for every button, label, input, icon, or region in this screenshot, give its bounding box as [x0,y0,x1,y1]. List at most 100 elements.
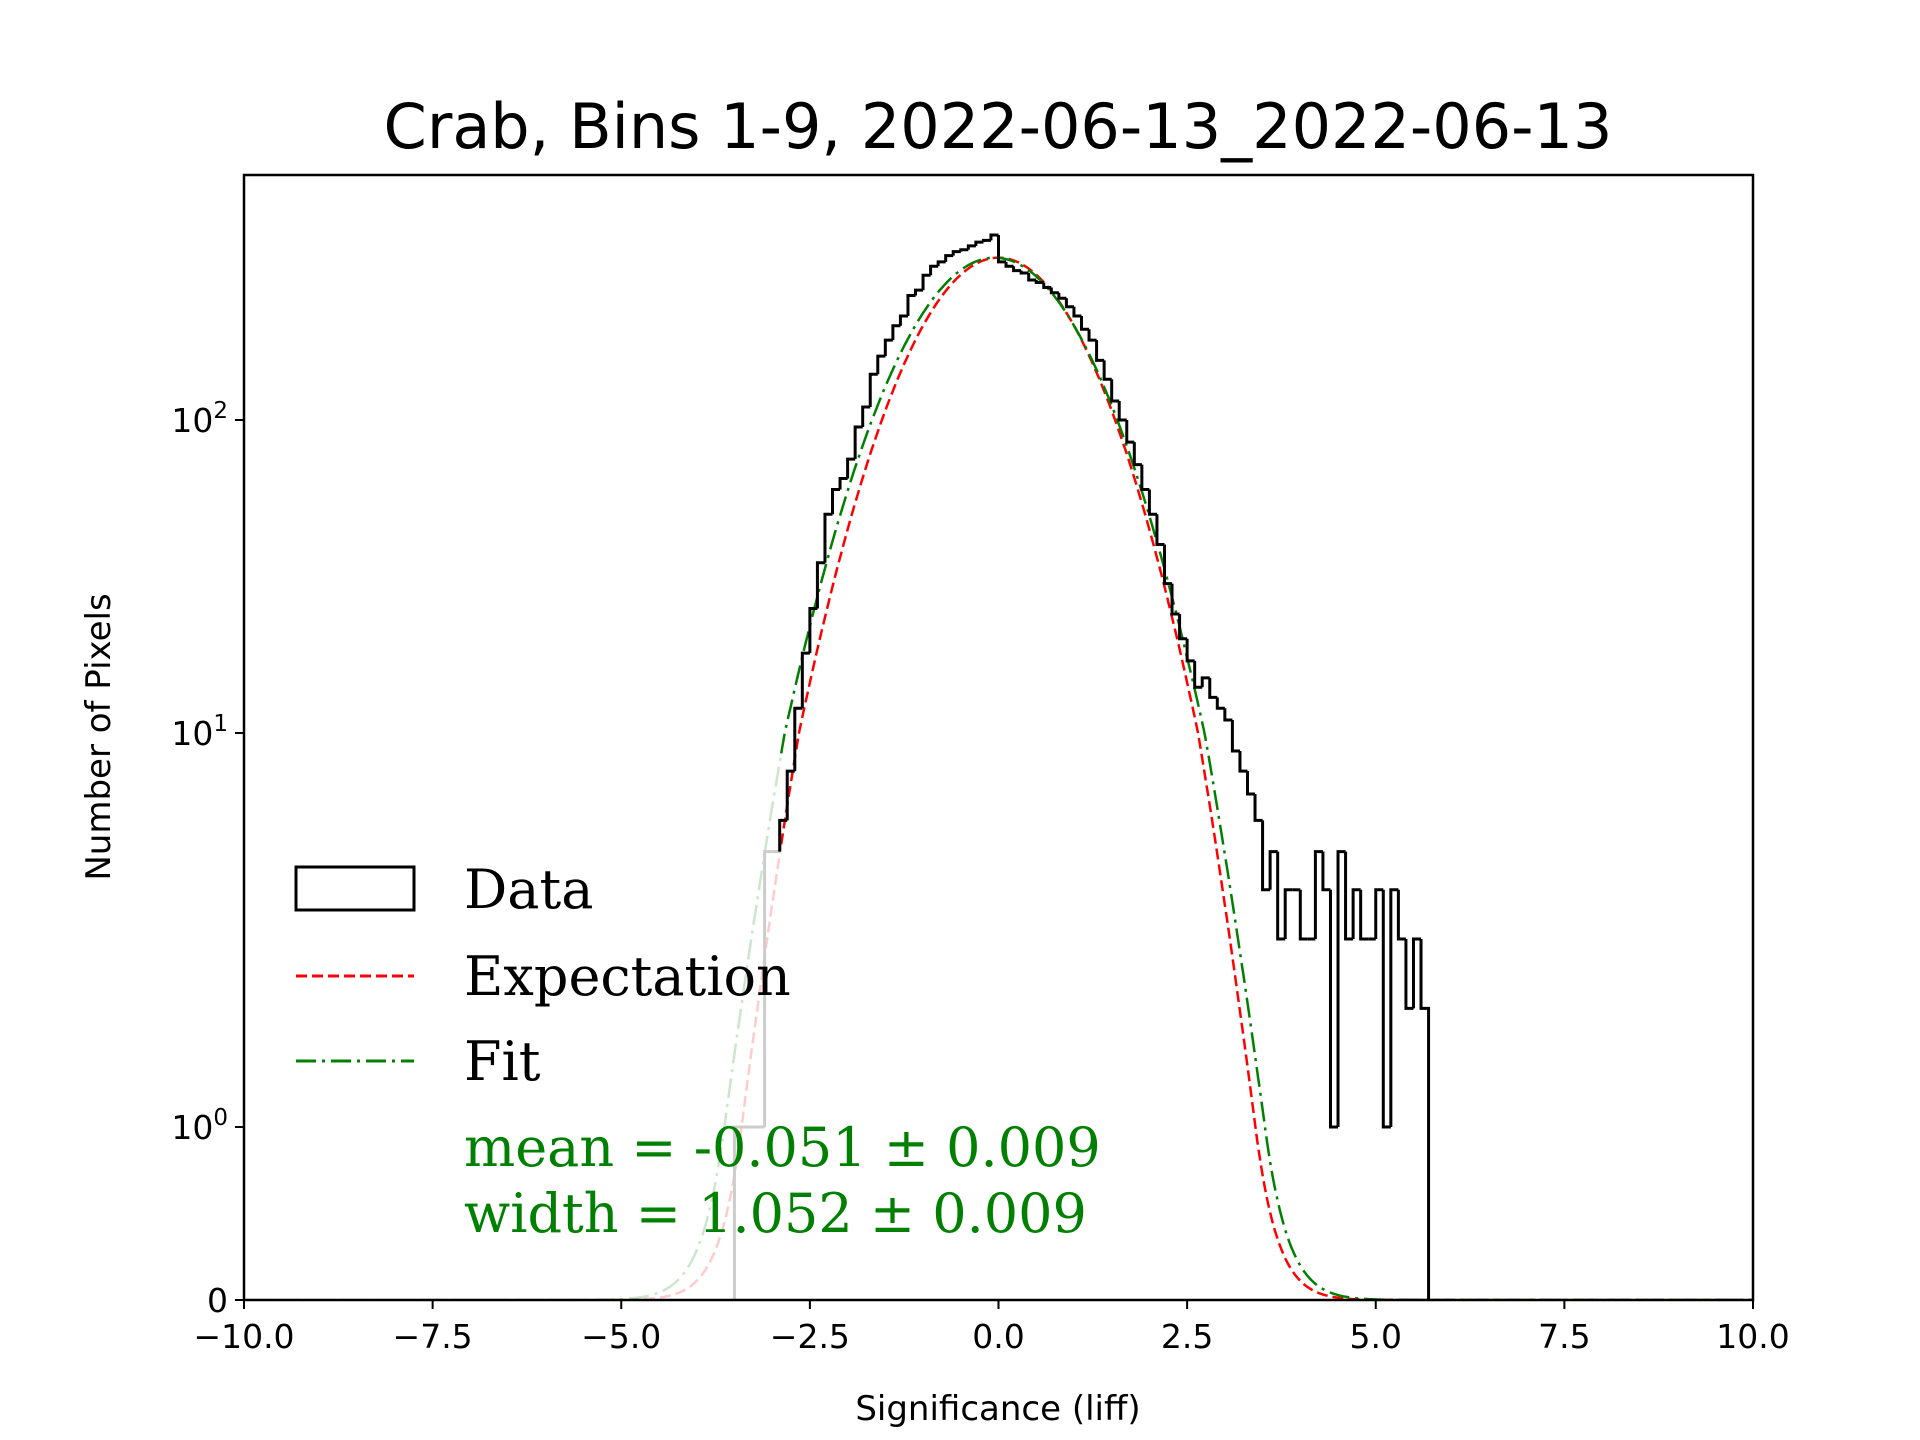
legend: Data Expectation Fit mean = -0.051 ± 0.0… [294,858,1101,1245]
histogram-bin [898,314,908,326]
histogram-bin [1095,340,1105,362]
histogram-bin [951,250,961,256]
histogram-bin [815,561,825,609]
legend-data-swatch [294,865,416,912]
x-tick-label: 0.0 [972,1317,1024,1356]
histogram-bin [1102,360,1112,381]
y-tick-base: 10 [171,401,213,440]
histogram-bin [1208,677,1218,699]
histogram-bin [1336,850,1346,1127]
histogram-bin [1004,261,1014,268]
y-tick-exponent: 1 [213,711,228,737]
histogram-bin [1344,851,1354,941]
y-tick-base: 10 [171,714,213,753]
x-tick-label: 10.0 [1716,1317,1789,1356]
histogram-bin [1351,888,1361,940]
histogram-bin [785,769,795,821]
histogram-bin [861,405,871,427]
x-tick-label: −2.5 [770,1317,850,1356]
histogram-bin [1170,583,1180,616]
fit-width-annotation: width = 1.052 ± 0.009 [464,1182,1087,1245]
histogram-bin [1245,771,1256,796]
histogram-bin [1396,889,1406,941]
histogram-bin [853,425,863,460]
histogram-bin [868,372,878,408]
histogram-bin [1411,937,1422,1009]
histogram-bin [1064,298,1074,309]
histogram-bin [944,254,954,262]
histogram-bin [1359,889,1369,941]
histogram-bin [876,354,886,375]
histogram-bin [914,288,924,296]
histogram-bin [1298,889,1308,941]
histogram-bin [1238,751,1248,773]
histogram-bin [959,248,969,252]
histogram-bin [1230,720,1240,753]
x-tick-label: −10.0 [193,1317,294,1356]
histogram-bin [1404,939,1414,1010]
histogram-bin [1140,464,1150,491]
histogram-bin [823,512,833,563]
y-tick-exponent: 2 [213,398,228,424]
histogram-bin [778,818,788,852]
histogram-bin [1276,851,1286,941]
histogram-bin [1012,266,1022,273]
histogram-bin [1261,820,1271,892]
legend-data-label: Data [464,858,593,921]
histogram-bin [1155,514,1165,547]
histogram-bin [966,244,976,250]
histogram-bin [1087,329,1097,342]
histogram-bin [1321,851,1331,892]
x-tick-label: 2.5 [1161,1317,1213,1356]
histogram-bin [1110,379,1120,403]
x-tick-label: 7.5 [1538,1317,1590,1356]
histogram-bin [989,233,999,241]
histogram-bin [1162,544,1173,586]
histogram-bin [1132,442,1142,467]
y-tick-label: 101 [171,711,228,753]
chart-title: Crab, Bins 1-9, 2022-06-13_2022-06-13 [384,90,1613,163]
histogram-bin [808,606,818,654]
histogram-bin [1268,850,1278,890]
histogram-bin [891,324,901,341]
y-axis-label: Number of Pixels [79,593,119,880]
legend-fit-label: Fit [464,1030,541,1093]
histogram-bin [1049,287,1059,295]
histogram-bin [831,487,841,515]
histogram-bin [1057,292,1067,300]
histogram-bin [997,234,1007,264]
y-tick-exponent: 0 [213,1105,228,1131]
x-tick-label: −7.5 [393,1317,473,1356]
histogram-bin [1019,270,1029,275]
histogram-bin [1328,889,1339,1129]
histogram-bin [1072,306,1082,318]
histogram-bin [1313,850,1323,940]
histogram-bin [1200,676,1210,688]
histogram-bin [921,273,931,291]
histogram-bin [1374,888,1384,940]
x-axis-label: Significance (liff) [855,1389,1140,1429]
histogram-bin [1389,888,1399,1127]
fit-curve [779,256,1753,1300]
x-tick-label: 5.0 [1350,1317,1402,1356]
fit-curve-faded [244,753,783,1300]
expectation-curve [779,256,1753,1300]
histogram-bin [846,457,856,479]
histogram-bin [793,706,803,772]
histogram-bin [1215,697,1225,710]
histogram-bin [883,338,893,357]
histogram-bin [1381,889,1391,1129]
histogram-bin [1419,939,1431,1300]
histogram-bin [838,477,848,490]
plot-area [244,233,1753,1300]
y-tick-label: 0 [207,1281,228,1320]
histogram-bin [1079,315,1090,331]
histogram-bin [732,1125,742,1300]
histogram-bin [1042,282,1052,290]
y-tick-label: 100 [171,1105,228,1147]
histogram-bin [1034,280,1044,284]
histogram-bin [936,260,946,267]
